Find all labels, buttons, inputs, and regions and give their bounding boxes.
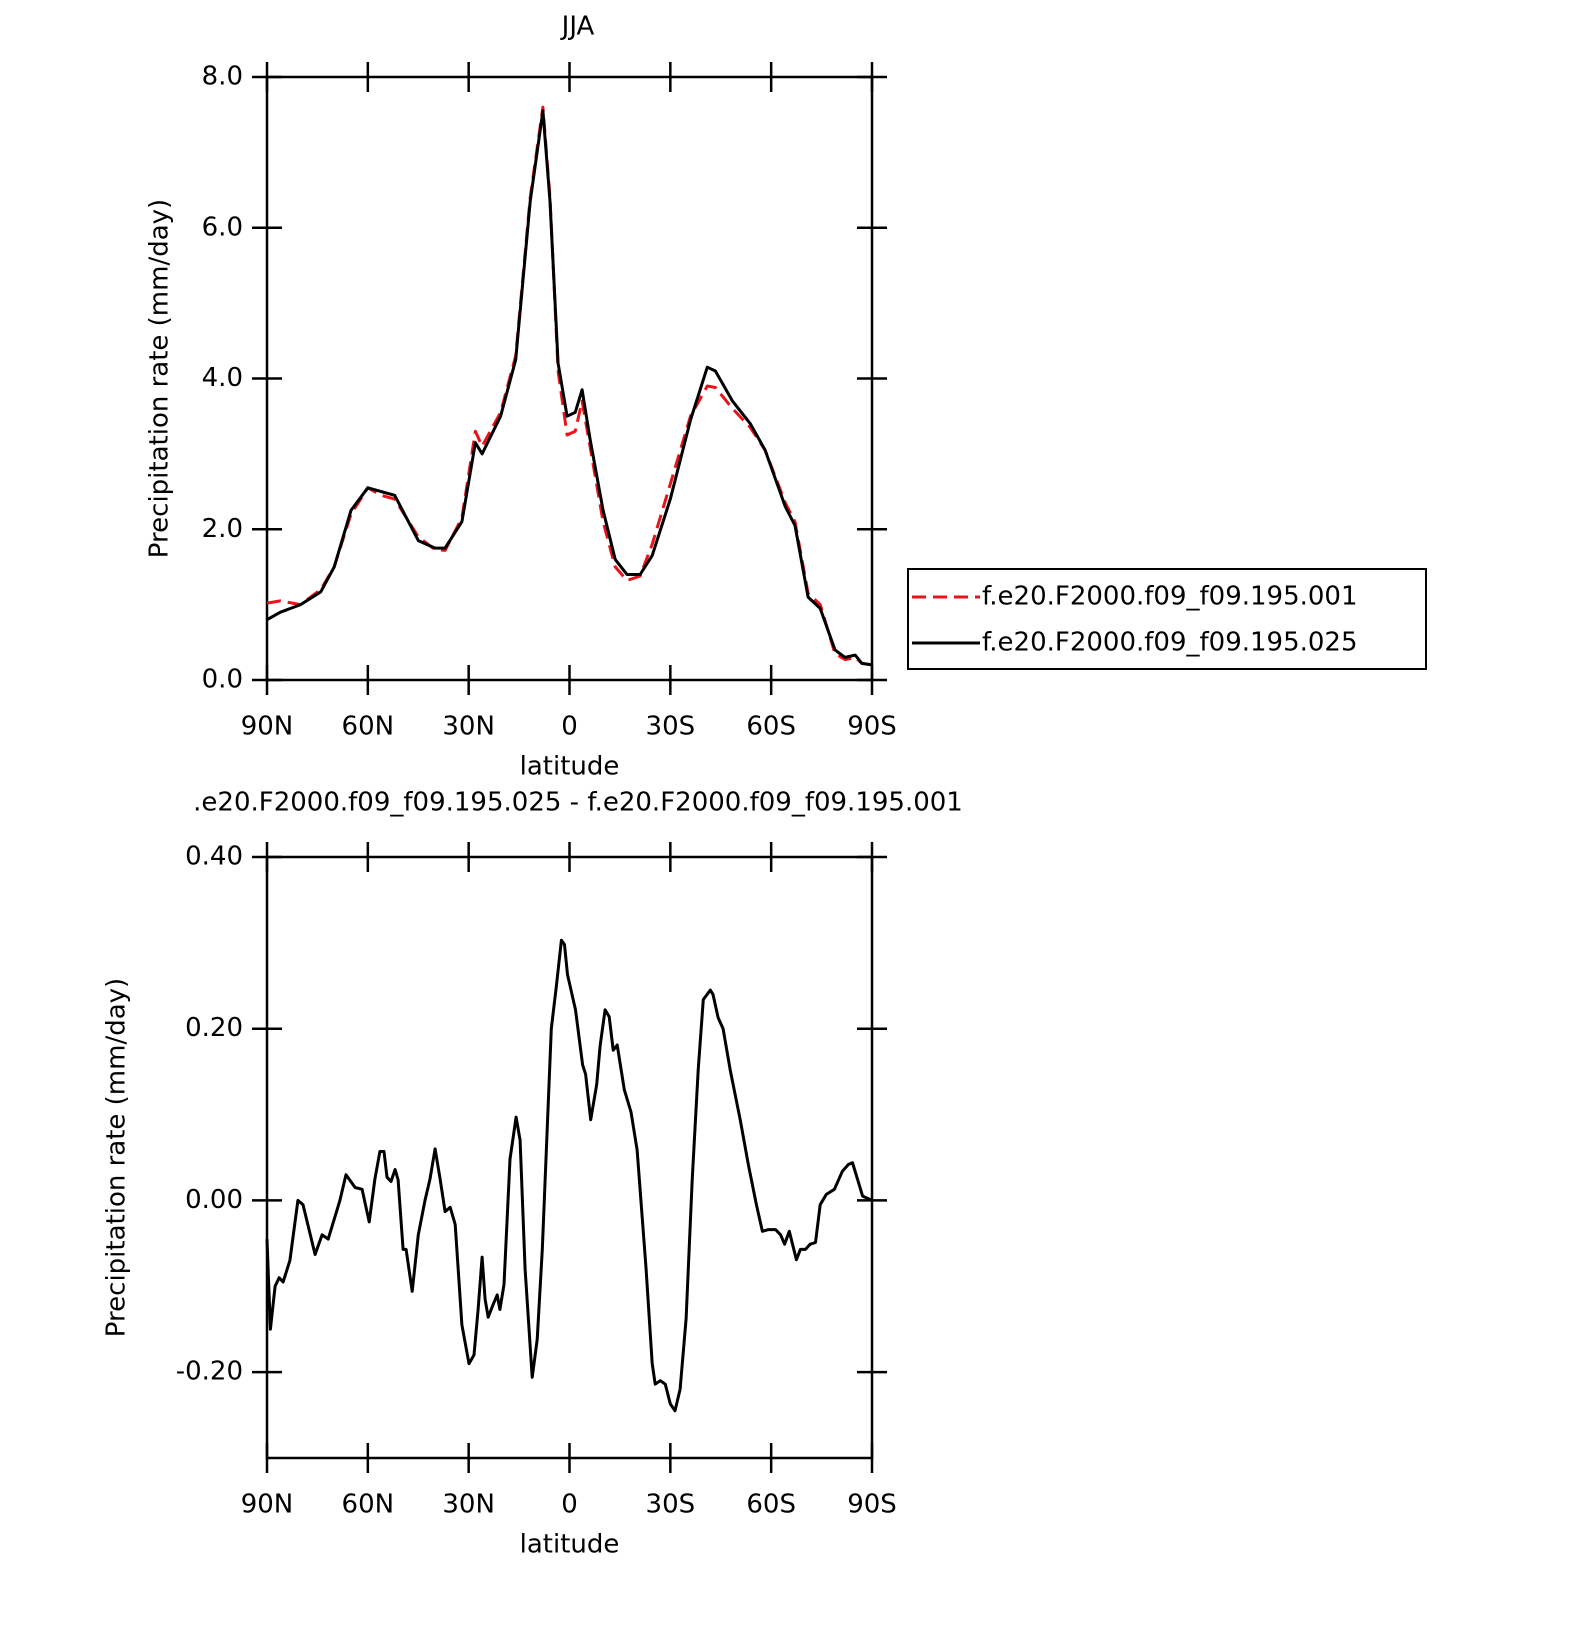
plot-frame	[265, 855, 874, 1460]
legend-label: f.e20.F2000.f09_f09.195.025	[982, 628, 1358, 658]
y-tick-label: 0.00	[185, 1185, 243, 1215]
y-axis-title: Precipitation rate (mm/day)	[145, 199, 175, 558]
x-tick-label: 30N	[442, 1490, 495, 1520]
y-tick-label: 0.40	[185, 842, 243, 872]
y-tick-label: -0.20	[176, 1357, 243, 1387]
chart-title: JJA	[560, 12, 595, 42]
x-tick-label: 30S	[646, 1490, 696, 1520]
data-line	[266, 109, 873, 667]
y-tick-label: 2.0	[202, 514, 243, 544]
x-axis-title: latitude	[520, 752, 620, 782]
x-tick-label: 60S	[746, 1490, 796, 1520]
x-tick-label: 30S	[646, 712, 696, 742]
x-tick-label: 0	[561, 712, 578, 742]
y-tick-label: 4.0	[202, 363, 243, 393]
legend-label: f.e20.F2000.f09_f09.195.001	[982, 582, 1358, 612]
data-line	[265, 938, 873, 1413]
x-tick-label: 0	[561, 1490, 578, 1520]
x-tick-label: 90N	[241, 712, 294, 742]
y-tick-label: 0.20	[185, 1013, 243, 1043]
x-tick-label: 90S	[847, 712, 897, 742]
x-axis-title: latitude	[520, 1530, 620, 1560]
x-tick-label: 90N	[241, 1490, 294, 1520]
chart-title: .e20.F2000.f09_f09.195.025 - f.e20.F2000…	[193, 788, 963, 818]
x-tick-label: 60N	[342, 1490, 395, 1520]
data-line	[266, 105, 873, 667]
x-tick-label: 60N	[342, 712, 395, 742]
plot-frame	[265, 75, 874, 682]
x-tick-label: 30N	[442, 712, 495, 742]
y-tick-label: 8.0	[202, 62, 243, 92]
y-tick-label: 6.0	[202, 212, 243, 242]
y-tick-label: 0.0	[202, 665, 243, 695]
x-tick-label: 60S	[746, 712, 796, 742]
y-axis-title: Precipitation rate (mm/day)	[102, 978, 132, 1337]
x-tick-label: 90S	[847, 1490, 897, 1520]
legend-box	[907, 568, 1427, 670]
